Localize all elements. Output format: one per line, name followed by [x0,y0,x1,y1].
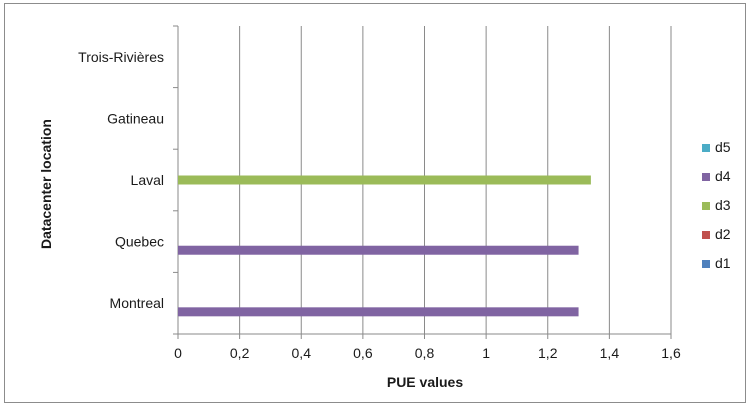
legend-swatch-d5 [702,144,710,152]
y-tick-label: Gatineau [107,110,164,126]
bar-d4 [178,245,579,255]
legend-label-d3: d3 [715,197,731,213]
chart-frame: 0 0,2 0,4 0,6 0,8 1 1,2 1,4 1,6 Montreal Quebec Lav… [4,3,746,403]
legend-swatch-d3 [702,202,710,210]
x-tick-label: 0,4 [292,345,312,361]
bar-d4 [178,307,579,317]
y-tick-label: Quebec [115,234,164,250]
x-tick-label: 1 [482,345,490,361]
x-tick-label: 1,4 [600,345,620,361]
legend-label-d1: d1 [715,255,731,271]
x-tick-label: 0 [174,345,182,361]
y-axis-title: Datacenter location [38,119,54,249]
x-tick-label: 0,8 [415,345,435,361]
legend-swatch-d1 [702,260,710,268]
legend-swatch-d2 [702,231,710,239]
x-tick-label: 0,6 [353,345,373,361]
y-tick-label: Laval [131,172,164,188]
x-axis-title: PUE values [387,374,463,390]
legend-label-d4: d4 [715,168,731,184]
x-tick-label: 1,2 [538,345,558,361]
axes: 0 0,2 0,4 0,6 0,8 1 1,2 1,4 1,6 Montreal Quebec Lav… [78,25,681,361]
legend: d5 d4 d3 d2 d1 [702,139,731,271]
x-tick-label: 0,2 [230,345,250,361]
bars [178,175,591,317]
pue-bar-chart: 0 0,2 0,4 0,6 0,8 1 1,2 1,4 1,6 Montreal Quebec Lav… [38,25,731,390]
x-tick-label: 1,6 [661,345,681,361]
y-tick-label: Trois-Rivières [78,49,164,65]
legend-label-d2: d2 [715,226,731,242]
legend-label-d5: d5 [715,139,731,155]
bar-d3 [178,175,591,185]
legend-swatch-d4 [702,173,710,181]
y-tick-label: Montreal [110,295,164,311]
